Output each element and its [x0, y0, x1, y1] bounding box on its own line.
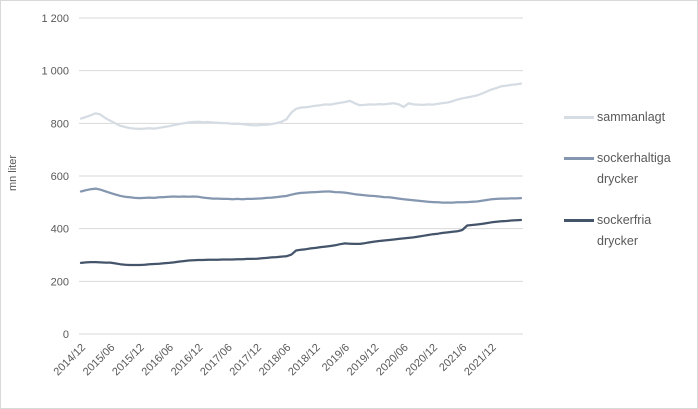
- legend-line-icon: [564, 157, 594, 160]
- y-tick-label: 1 200: [41, 13, 69, 25]
- legend-label: sockerhaltiga drycker: [597, 151, 671, 186]
- legend-line-icon: [564, 219, 594, 222]
- y-axis-title: mn liter: [7, 155, 19, 191]
- legend-label: sockerfria drycker: [597, 213, 652, 248]
- legend-line-icon: [564, 116, 594, 119]
- x-tick-label: 2021/12: [462, 342, 499, 379]
- series-line-0: [79, 82, 523, 131]
- y-tick-label: 1 000: [41, 66, 69, 78]
- legend-label: sammanlagt: [597, 110, 666, 124]
- chart-legend: sammanlagt sockerhaltiga drycker sockerf…: [564, 107, 694, 252]
- y-tick-label: 600: [51, 171, 69, 183]
- y-tick-label: 0: [63, 329, 69, 341]
- y-tick-label: 400: [51, 224, 69, 236]
- legend-item-sockerfria-drycker: sockerfria drycker: [564, 210, 694, 252]
- legend-item-sockerhaltiga-drycker: sockerhaltiga drycker: [564, 148, 694, 190]
- series-line-1: [79, 187, 523, 204]
- legend-item-sammanlagt: sammanlagt: [564, 107, 694, 128]
- x-tick-label: 2018/12: [286, 342, 323, 379]
- y-tick-label: 200: [51, 276, 69, 288]
- y-tick-label: 800: [51, 118, 69, 130]
- x-tick-label: 2020/12: [404, 342, 441, 379]
- series-line-2: [79, 218, 523, 267]
